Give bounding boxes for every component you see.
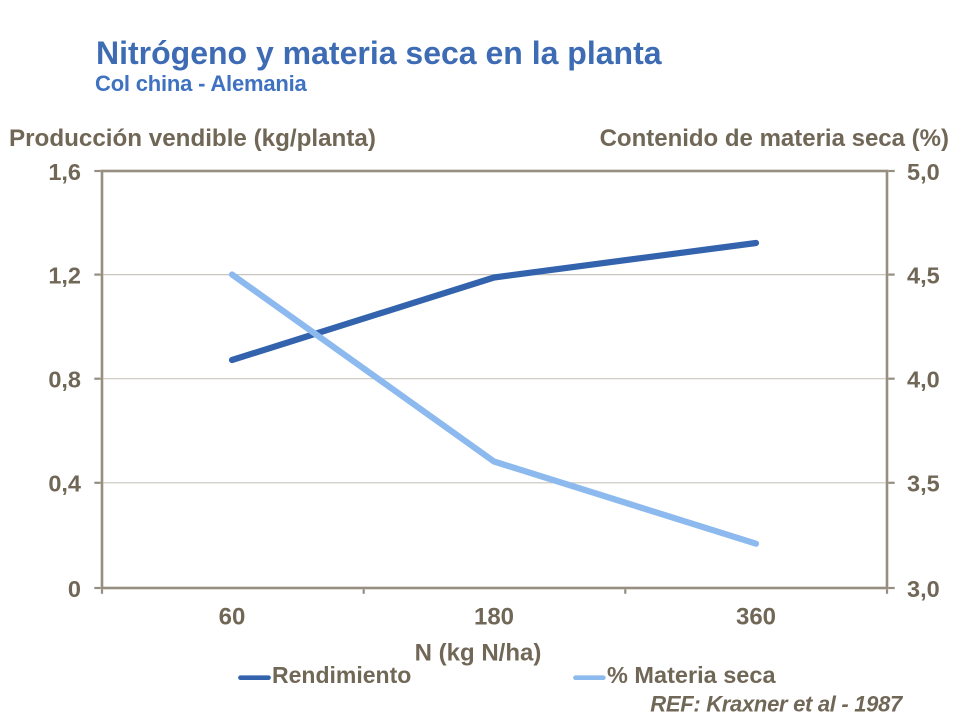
svg-text:1,2: 1,2 [48, 263, 81, 289]
svg-text:% Materia seca: % Materia seca [607, 662, 776, 688]
svg-text:4,0: 4,0 [907, 367, 940, 393]
svg-text:0,8: 0,8 [48, 367, 81, 393]
svg-text:3,5: 3,5 [907, 471, 940, 497]
svg-text:180: 180 [474, 603, 514, 630]
svg-text:Contenido de materia seca (%): Contenido de materia seca (%) [600, 125, 949, 152]
svg-text:Col china - Alemania: Col china - Alemania [95, 71, 308, 96]
svg-text:3,0: 3,0 [907, 576, 940, 602]
svg-text:0,4: 0,4 [48, 471, 81, 497]
svg-text:5,0: 5,0 [907, 159, 940, 185]
svg-text:N (kg N/ha): N (kg N/ha) [415, 640, 542, 667]
svg-text:Producción vendible (kg/planta: Producción vendible (kg/planta) [9, 125, 376, 152]
svg-text:REF: Kraxner et al - 1987: REF: Kraxner et al - 1987 [650, 692, 904, 717]
svg-text:60: 60 [219, 603, 246, 630]
svg-text:Nitrógeno y materia seca en la: Nitrógeno y materia seca en la planta [96, 35, 662, 71]
svg-text:360: 360 [736, 603, 776, 630]
svg-text:0: 0 [68, 576, 81, 602]
svg-text:Rendimiento: Rendimiento [272, 662, 411, 688]
svg-text:1,6: 1,6 [48, 159, 81, 185]
svg-text:4,5: 4,5 [907, 263, 940, 289]
